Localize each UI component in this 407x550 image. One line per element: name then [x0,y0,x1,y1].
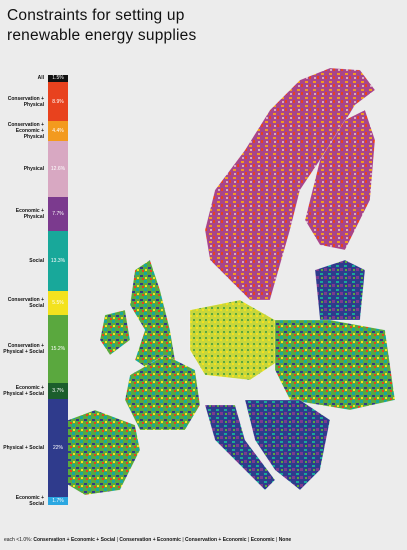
segment-label: 8.9% [52,98,64,105]
legend-segment [48,197,68,232]
legend-segment [48,290,68,316]
segment-label: 1.5% [52,75,64,82]
segment-label: 5.5% [52,299,64,306]
segment-label: 13.3% [50,258,66,265]
category-label: Physical [23,166,44,173]
category-label: Economic + Social [15,495,44,508]
footer-item: Economic [250,537,275,543]
east-europe [274,319,396,411]
legend-segment [48,315,68,383]
balkans [244,399,331,491]
legend-segment [48,399,68,498]
footer-separator: | [116,537,119,543]
segment-label: 3.7% [52,388,64,395]
category-label: Physical + Social [3,445,44,452]
france [124,354,201,431]
italy [204,404,276,491]
category-label: Economic + Physical + Social [3,385,44,398]
legend-segment [48,382,68,400]
legend-segment [48,81,68,122]
segment-label: 7.7% [52,211,64,218]
segment-label: 4.4% [52,128,64,135]
finland [304,109,376,251]
footer-separator: | [182,537,184,543]
category-label: Conservation + Physical [7,95,44,108]
category-label: Conservation + Economic + Physical [7,122,44,141]
ireland [99,309,131,356]
legend-segment [48,231,68,291]
category-label: Conservation + Social [7,296,44,309]
legend-segment [48,140,68,198]
great-britain [129,259,176,371]
legend-segment [48,121,68,141]
category-label: Social [29,258,44,265]
footer-separator: | [247,537,250,543]
map-title: Constraints for setting up renewable ene… [7,7,197,44]
category-label: Conservation + Physical + Social [3,343,44,356]
footer-item: Conservation + Economic [119,537,181,543]
legend-segment [48,75,68,82]
segment-label: 15.2% [50,346,66,353]
category-label: Economic + Physical [15,208,44,221]
footer-prefix: each <1.0%: [4,537,32,543]
segment-label: 1.7% [52,498,64,505]
footer-item: Conservation + Economic [185,537,247,543]
baltics [314,259,366,321]
footer: each <1.0%: Conservation + Economic + So… [4,537,291,543]
scandinavia [204,67,376,301]
segment-label: 22% [52,445,63,452]
footer-item: None [278,537,292,543]
footer-separator: | [275,537,278,543]
segment-label: 12.6% [50,166,66,173]
category-label: All [37,75,44,82]
footer-item: Conservation + Economic + Social [33,537,116,543]
legend-segment [48,497,68,505]
central-europe [189,299,281,381]
